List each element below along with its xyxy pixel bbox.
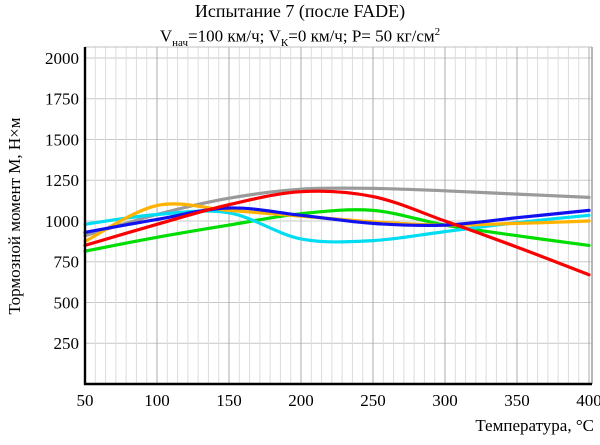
x-tick-label: 400: [576, 391, 600, 410]
y-tick-label: 2000: [45, 49, 79, 68]
data-curves: [83, 186, 591, 277]
y-tick-label: 250: [54, 334, 80, 353]
subtitle-v-end: V: [268, 26, 281, 46]
subtitle-v-start: V: [159, 26, 173, 46]
chart-title: Испытание 7 (после FADE): [194, 1, 406, 21]
tick-labels: 250 500 750 1000 1250 1500 1750 2000 50 100 150 200…: [45, 49, 600, 410]
chart-subtitle: Vнач=100 км/ч; VК=0 км/ч; P= 50 кг/см2: [0, 22, 600, 54]
y-axis-title: Тормозной момент М, Н×м: [5, 117, 24, 314]
x-tick-label: 150: [216, 391, 242, 410]
subtitle-v-start-sub: нач: [172, 37, 188, 50]
y-tick-label: 1250: [45, 171, 79, 190]
subtitle-pressure: =0 км/ч; P= 50 кг/см: [288, 26, 435, 46]
axes: [83, 46, 593, 386]
series-line-red: [83, 189, 591, 277]
y-tick-label: 1500: [45, 130, 79, 149]
x-tick-label: 350: [504, 391, 530, 410]
y-tick-label: 1750: [45, 90, 79, 109]
subtitle-v-end-sub: К: [280, 37, 289, 50]
x-tick-label: 50: [77, 391, 94, 410]
x-axis-title: Температура, °C: [475, 416, 594, 435]
series-line-green: [83, 208, 591, 253]
x-tick-label: 100: [144, 391, 170, 410]
subtitle-speed: =100 км/ч;: [188, 26, 269, 46]
x-tick-label: 250: [360, 391, 386, 410]
series-line-blue: [83, 206, 591, 234]
y-tick-label: 1000: [45, 212, 79, 231]
x-tick-label: 200: [288, 391, 314, 410]
subtitle-pressure-sup: 2: [434, 26, 441, 38]
x-tick-label: 300: [432, 391, 458, 410]
y-tick-label: 750: [54, 253, 80, 272]
y-tick-label: 500: [54, 293, 80, 312]
